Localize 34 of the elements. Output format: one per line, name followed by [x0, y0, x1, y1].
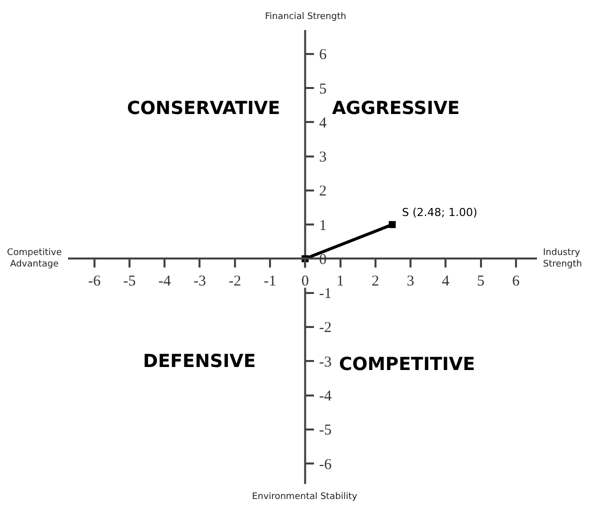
x-tick-label: -2 — [228, 274, 242, 290]
x-tick-label: 0 — [301, 274, 309, 290]
annotation: CONSERVATIVE — [127, 98, 280, 119]
y-tick-label: -3 — [319, 354, 332, 370]
y-tick-label: -2 — [319, 320, 332, 336]
y-tick-label: -5 — [319, 422, 332, 439]
x-tick-label: 2 — [372, 274, 380, 290]
annotation: S (2.48; 1.00) — [402, 206, 478, 219]
y-tick-label: 2 — [319, 184, 327, 200]
y-tick-label: -4 — [319, 388, 332, 404]
y-tick-label: 1 — [319, 218, 327, 234]
x-tick-label: 5 — [477, 274, 485, 290]
x-tick-label: 1 — [336, 274, 344, 290]
annotation: AGGRESSIVE — [332, 98, 460, 119]
y-tick-label: -1 — [319, 286, 332, 302]
x-axis-title: Industry Strength — [543, 248, 582, 270]
x-tick-label: 3 — [406, 274, 414, 290]
y-axis-title: Financial Strength — [265, 12, 346, 22]
x-tick-label: 4 — [442, 274, 450, 290]
y-tick-label: 4 — [319, 115, 328, 132]
text: Competitive Advantage — [7, 248, 62, 270]
y-tick-label: 3 — [319, 150, 327, 166]
x-tick-label: -1 — [264, 274, 276, 290]
x-tick-label: 6 — [512, 274, 520, 290]
x-tick-label: -3 — [193, 274, 206, 290]
text: Environmental Stability — [252, 492, 358, 502]
annotation: DEFENSIVE — [143, 351, 256, 372]
y-tick-label: 5 — [319, 81, 327, 98]
x-tick-label: -6 — [88, 274, 102, 290]
y-tick-label: -6 — [319, 456, 332, 473]
x-tick-label: -5 — [123, 274, 136, 290]
annotation: COMPETITIVE — [339, 354, 476, 375]
y-tick-label: 6 — [319, 47, 328, 64]
x-tick-label: -4 — [158, 274, 172, 290]
